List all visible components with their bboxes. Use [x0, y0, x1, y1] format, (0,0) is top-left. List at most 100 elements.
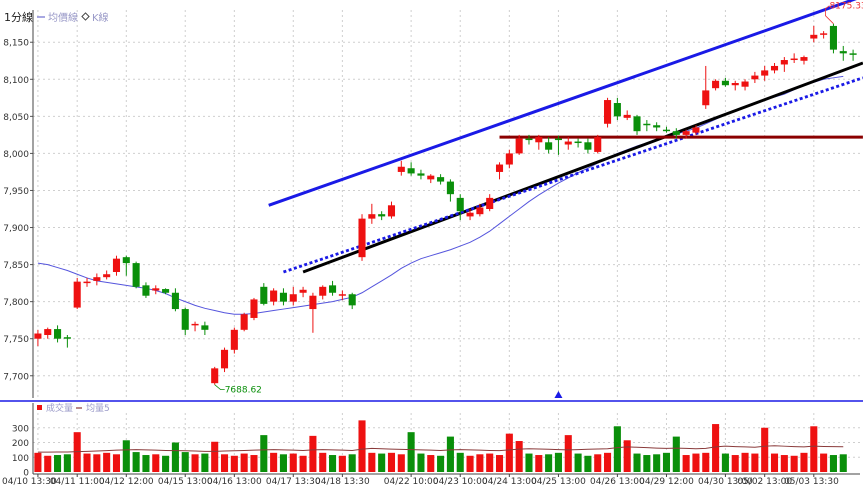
volume-bar[interactable] [427, 455, 435, 472]
candlestick[interactable] [594, 134, 602, 154]
volume-bar[interactable] [378, 453, 386, 472]
volume-bar[interactable] [682, 455, 690, 472]
candlestick[interactable] [289, 286, 297, 306]
volume-bar[interactable] [397, 454, 405, 472]
candlestick[interactable] [348, 292, 356, 310]
volume-bar[interactable] [731, 455, 739, 472]
candlestick[interactable] [466, 209, 474, 221]
volume-bar[interactable] [446, 436, 454, 472]
volume-bar[interactable] [338, 455, 346, 472]
volume-bar[interactable] [604, 452, 612, 472]
candlestick[interactable] [849, 49, 857, 61]
candlestick[interactable] [486, 194, 494, 212]
volume-bar[interactable] [358, 420, 366, 472]
volume-bar[interactable] [692, 453, 700, 472]
candlestick[interactable] [358, 214, 366, 261]
volume-bar[interactable] [142, 455, 150, 472]
candlestick[interactable] [319, 285, 327, 300]
candlestick[interactable] [780, 57, 788, 72]
volume-bar[interactable] [525, 453, 533, 472]
volume-bar[interactable] [751, 453, 759, 472]
volume-bar[interactable] [584, 455, 592, 472]
candlestick[interactable] [142, 282, 150, 298]
candlestick[interactable] [368, 203, 376, 224]
volume-bar[interactable] [417, 453, 425, 472]
candlestick[interactable] [279, 288, 287, 306]
candlestick[interactable] [152, 285, 160, 295]
volume-bar[interactable] [594, 454, 602, 472]
volume-bar[interactable] [122, 440, 130, 472]
volume-bar[interactable] [93, 454, 101, 472]
volume-bar[interactable] [623, 440, 631, 472]
volume-bar[interactable] [702, 452, 710, 472]
volume-bar[interactable] [554, 452, 562, 472]
candlestick[interactable] [515, 134, 523, 155]
volume-bar[interactable] [181, 452, 189, 472]
volume-bar[interactable] [505, 433, 513, 472]
volume-bar[interactable] [329, 455, 337, 472]
volume-bar[interactable] [279, 454, 287, 472]
candlestick[interactable] [329, 280, 337, 296]
volume-bar[interactable] [112, 454, 121, 472]
volume-bar[interactable] [289, 453, 297, 472]
candlestick[interactable] [643, 120, 651, 132]
candlestick[interactable] [731, 80, 739, 91]
volume-bar[interactable] [653, 454, 661, 472]
candlestick[interactable] [122, 255, 130, 276]
volume-bar[interactable] [44, 455, 52, 472]
candlestick[interactable] [63, 335, 71, 348]
candlestick[interactable] [54, 325, 62, 343]
volume-bar[interactable] [466, 455, 474, 472]
volume-bar[interactable] [662, 452, 671, 472]
volume-bar[interactable] [535, 455, 543, 472]
trendline-upper-channel[interactable] [268, 0, 863, 207]
volume-bar[interactable] [790, 455, 798, 472]
candlestick[interactable] [761, 65, 769, 81]
volume-bar[interactable] [495, 455, 504, 472]
volume-bar[interactable] [574, 453, 582, 472]
volume-bar[interactable] [839, 454, 847, 472]
candlestick[interactable] [790, 53, 798, 63]
candlestick[interactable] [407, 162, 415, 176]
candlestick[interactable] [653, 122, 661, 132]
candlestick[interactable] [417, 169, 425, 180]
candlestick[interactable] [770, 62, 779, 74]
volume-bar[interactable] [476, 454, 484, 472]
volume-bar[interactable] [613, 426, 621, 472]
candlestick[interactable] [682, 129, 690, 139]
volume-bar[interactable] [741, 452, 749, 472]
candlestick[interactable] [525, 134, 533, 145]
volume-bar[interactable] [780, 455, 788, 472]
candlestick[interactable] [34, 329, 42, 347]
candlestick[interactable] [545, 137, 553, 154]
volume-bar[interactable] [712, 424, 720, 472]
candlestick[interactable] [270, 288, 278, 306]
volume-bar[interactable] [250, 455, 258, 472]
volume-bar[interactable] [672, 436, 680, 472]
volume-bar[interactable] [270, 452, 278, 472]
candlestick[interactable] [201, 321, 209, 335]
candlestick[interactable] [387, 201, 396, 219]
candlestick[interactable] [211, 366, 219, 385]
candlestick[interactable] [83, 277, 91, 287]
volume-bar[interactable] [230, 455, 238, 472]
candlestick[interactable] [44, 327, 52, 339]
candlestick[interactable] [535, 134, 543, 150]
volume-bar[interactable] [368, 452, 376, 472]
candlestick[interactable] [574, 138, 582, 148]
volume-bar[interactable] [721, 453, 729, 472]
volume-bar[interactable] [220, 454, 229, 472]
candlestick[interactable] [741, 79, 749, 91]
volume-bar[interactable] [63, 454, 71, 472]
volume-bar[interactable] [319, 452, 327, 472]
trendline-support-black[interactable] [302, 61, 863, 274]
candlestick[interactable] [604, 97, 612, 128]
volume-bar[interactable] [83, 453, 91, 472]
volume-bar[interactable] [643, 455, 651, 472]
volume-bar[interactable] [54, 455, 62, 472]
volume-bar[interactable] [152, 454, 160, 472]
candlestick[interactable] [721, 77, 729, 87]
candlestick[interactable] [220, 347, 229, 373]
volume-bar[interactable] [486, 453, 494, 472]
volume-bar[interactable] [564, 435, 572, 472]
